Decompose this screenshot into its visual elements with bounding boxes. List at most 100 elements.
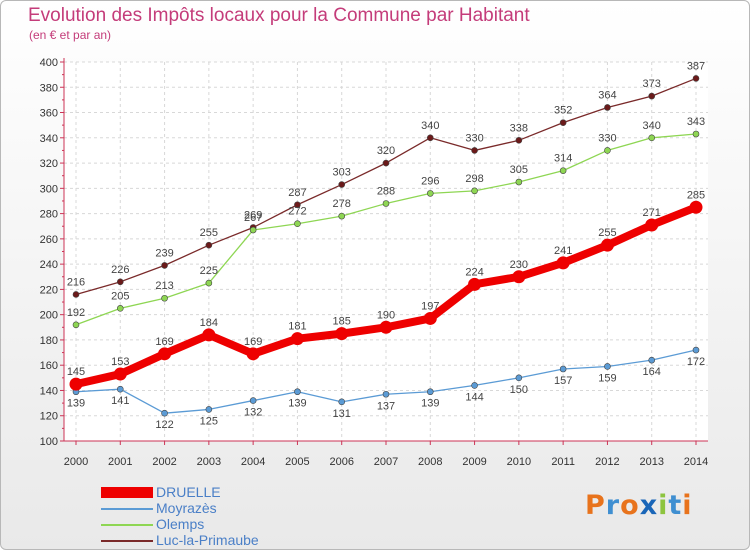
data-label-olemps: 278 bbox=[333, 198, 351, 210]
data-point-druelle bbox=[689, 200, 703, 214]
data-label-druelle: 145 bbox=[67, 366, 85, 378]
y-tick-label: 100 bbox=[40, 436, 58, 448]
axes: 100 120 140 160 180 200 220 240 260 280 300 320 340 3… bbox=[40, 57, 709, 468]
data-label-olemps: 267 bbox=[244, 212, 262, 224]
data-point-olemps bbox=[515, 178, 523, 186]
data-point-olemps bbox=[249, 226, 257, 234]
data-point-luc-la-primaube bbox=[692, 75, 700, 82]
data-point-moyraz-s bbox=[161, 409, 168, 417]
data-point-olemps bbox=[338, 212, 346, 220]
data-label-olemps: 343 bbox=[687, 116, 705, 128]
data-point-druelle bbox=[158, 347, 172, 361]
x-tick-label: 2009 bbox=[462, 456, 486, 468]
data-label-moyraz-s: 139 bbox=[288, 398, 306, 410]
data-label-moyraz-s: 172 bbox=[687, 356, 705, 368]
data-point-olemps bbox=[382, 200, 390, 207]
legend-label: DRUELLE bbox=[156, 484, 221, 500]
x-tick-label: 2010 bbox=[507, 456, 531, 468]
y-tick-label: 300 bbox=[40, 183, 58, 195]
data-point-druelle bbox=[512, 270, 526, 284]
data-label-luc-la-primaube: 330 bbox=[465, 132, 483, 144]
data-point-olemps bbox=[72, 321, 80, 329]
data-point-moyraz-s bbox=[559, 365, 567, 373]
chart-subtitle: (en € et par an) bbox=[29, 28, 112, 42]
data-point-moyraz-s bbox=[648, 356, 656, 364]
data-label-olemps: 305 bbox=[510, 164, 528, 176]
y-tick-label: 220 bbox=[40, 284, 58, 296]
data-point-luc-la-primaube bbox=[294, 201, 301, 209]
data-label-druelle: 271 bbox=[643, 207, 661, 219]
data-point-luc-la-primaube bbox=[515, 137, 523, 144]
x-tick-label: 2001 bbox=[108, 456, 132, 468]
data-label-luc-la-primaube: 338 bbox=[510, 122, 528, 134]
legend-label: Moyrazès bbox=[156, 500, 217, 516]
x-tick-label: 2007 bbox=[374, 456, 398, 468]
series bbox=[69, 75, 703, 417]
data-point-moyraz-s bbox=[515, 374, 523, 382]
data-point-olemps bbox=[205, 279, 213, 287]
y-tick-label: 320 bbox=[40, 158, 58, 170]
data-labels: 216 226 239 255 269 287 303 320 340 330 338 352 364 3… bbox=[67, 60, 705, 431]
data-point-druelle bbox=[556, 256, 570, 270]
data-label-druelle: 255 bbox=[598, 227, 616, 239]
data-point-olemps bbox=[648, 134, 656, 142]
data-label-olemps: 330 bbox=[598, 132, 616, 144]
data-label-druelle: 184 bbox=[200, 317, 218, 329]
x-tick-label: 2013 bbox=[639, 456, 663, 468]
data-point-druelle bbox=[290, 332, 304, 346]
data-point-druelle bbox=[335, 327, 349, 341]
chart-title: Evolution des Impôts locaux pour la Comm… bbox=[28, 5, 530, 26]
data-label-olemps: 288 bbox=[377, 185, 395, 197]
y-tick-label: 180 bbox=[40, 335, 58, 347]
data-point-olemps bbox=[692, 130, 700, 138]
data-point-luc-la-primaube bbox=[205, 241, 213, 249]
data-point-olemps bbox=[426, 190, 434, 197]
data-label-luc-la-primaube: 352 bbox=[554, 105, 572, 117]
data-label-druelle: 169 bbox=[244, 336, 262, 348]
data-label-druelle: 190 bbox=[377, 309, 395, 321]
data-point-moyraz-s bbox=[205, 406, 213, 413]
data-label-luc-la-primaube: 226 bbox=[111, 264, 129, 276]
data-label-druelle: 285 bbox=[687, 189, 705, 201]
legend-swatch bbox=[101, 524, 153, 526]
y-tick-label: 340 bbox=[40, 133, 58, 145]
y-tick-label: 260 bbox=[40, 234, 58, 246]
data-point-moyraz-s bbox=[604, 363, 611, 370]
data-label-luc-la-primaube: 320 bbox=[377, 145, 395, 157]
data-label-moyraz-s: 159 bbox=[598, 372, 616, 384]
data-label-olemps: 272 bbox=[288, 206, 306, 218]
data-label-olemps: 192 bbox=[67, 307, 85, 319]
data-point-druelle bbox=[113, 367, 127, 381]
legend-swatch bbox=[101, 508, 153, 510]
data-point-luc-la-primaube bbox=[426, 134, 434, 142]
data-label-moyraz-s: 125 bbox=[200, 415, 218, 427]
data-label-druelle: 181 bbox=[288, 321, 306, 333]
y-tick-label: 120 bbox=[40, 411, 58, 423]
data-point-olemps bbox=[294, 220, 301, 228]
data-point-luc-la-primaube bbox=[382, 159, 390, 167]
data-label-luc-la-primaube: 340 bbox=[421, 120, 439, 132]
data-point-luc-la-primaube bbox=[338, 181, 346, 188]
data-label-moyraz-s: 157 bbox=[554, 375, 572, 387]
data-point-luc-la-primaube bbox=[559, 119, 567, 126]
y-tick-label: 240 bbox=[40, 259, 58, 271]
data-label-luc-la-primaube: 269 bbox=[244, 209, 262, 221]
data-label-moyraz-s: 164 bbox=[643, 366, 661, 378]
data-point-luc-la-primaube bbox=[648, 92, 656, 100]
data-point-druelle bbox=[645, 218, 659, 232]
data-label-luc-la-primaube: 239 bbox=[155, 247, 173, 259]
legend-swatch bbox=[101, 540, 153, 542]
data-point-olemps bbox=[471, 187, 478, 195]
data-point-moyraz-s bbox=[294, 388, 301, 396]
data-point-luc-la-primaube bbox=[161, 262, 168, 269]
data-label-moyraz-s: 150 bbox=[510, 384, 528, 396]
data-label-moyraz-s: 139 bbox=[67, 398, 85, 410]
data-point-moyraz-s bbox=[382, 390, 390, 398]
data-label-moyraz-s: 137 bbox=[377, 400, 395, 412]
data-label-moyraz-s: 141 bbox=[111, 395, 129, 407]
y-tick-label: 280 bbox=[40, 209, 58, 221]
data-label-olemps: 213 bbox=[155, 280, 173, 292]
data-label-olemps: 205 bbox=[111, 290, 129, 302]
data-point-moyraz-s bbox=[426, 388, 434, 396]
